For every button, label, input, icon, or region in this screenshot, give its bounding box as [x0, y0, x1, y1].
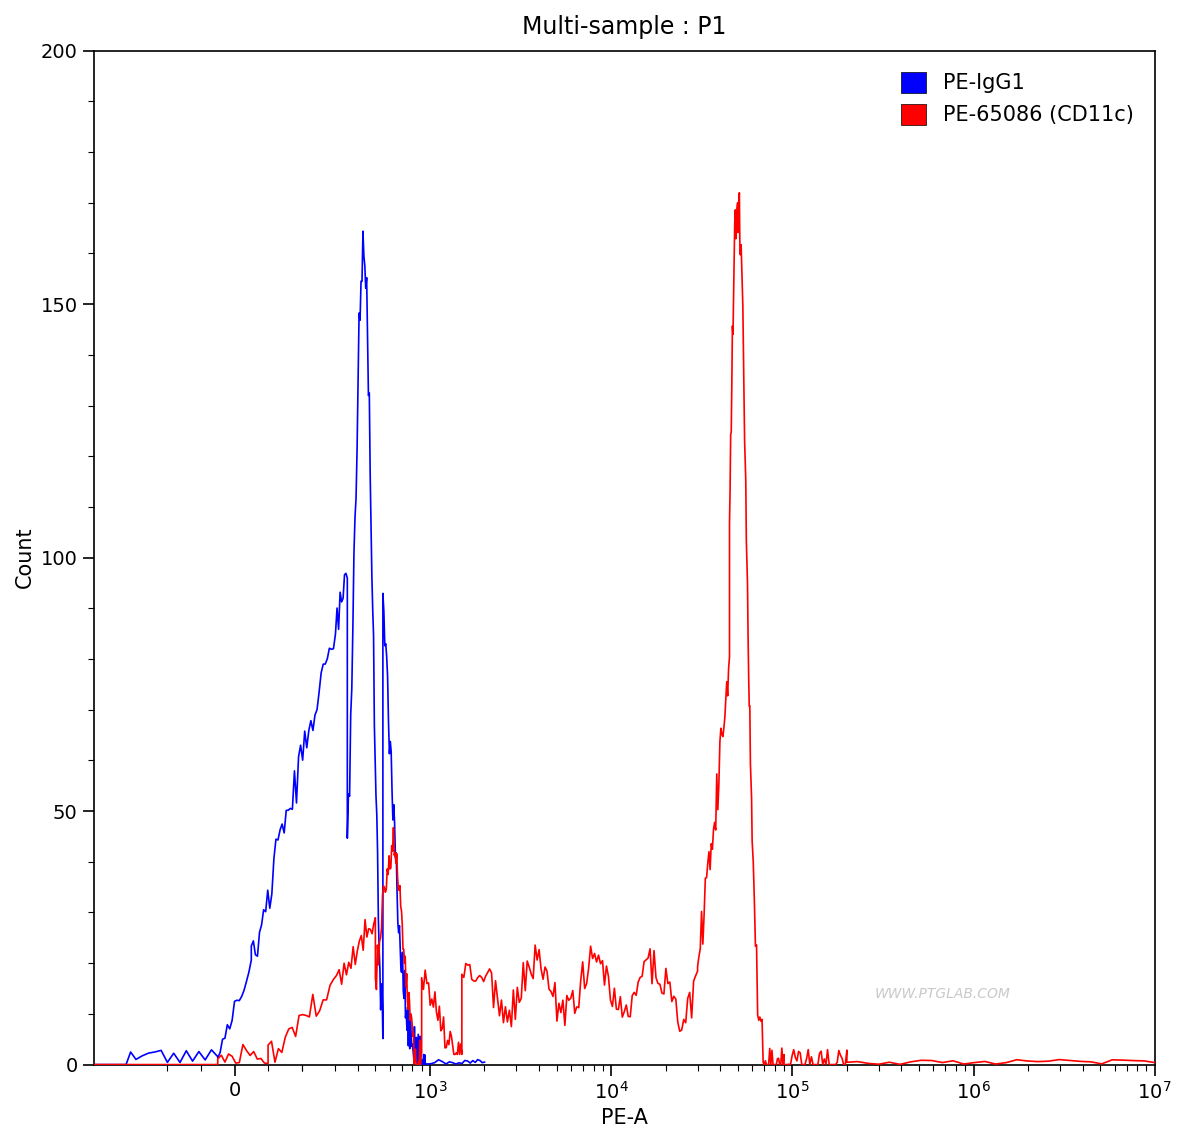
- Title: Multi-sample : P1: Multi-sample : P1: [522, 15, 726, 39]
- X-axis label: PE-A: PE-A: [601, 1108, 648, 1128]
- Legend: PE-IgG1, PE-65086 (CD11c): PE-IgG1, PE-65086 (CD11c): [891, 61, 1144, 136]
- Text: WWW.PTGLAB.COM: WWW.PTGLAB.COM: [875, 986, 1010, 1000]
- Y-axis label: Count: Count: [15, 527, 34, 589]
